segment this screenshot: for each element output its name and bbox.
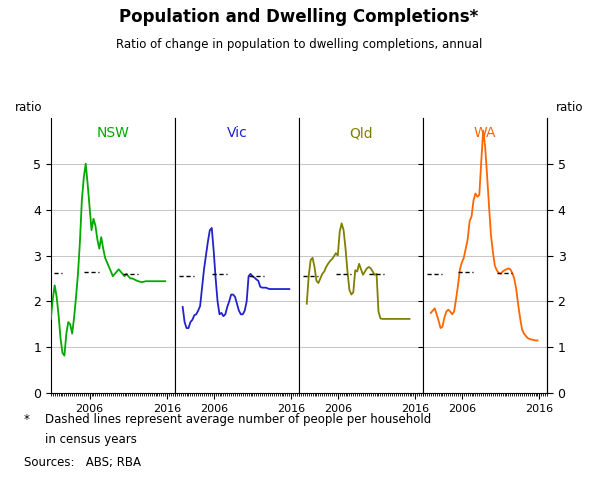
Text: ratio: ratio [556, 101, 583, 114]
Text: WA: WA [474, 126, 496, 140]
Text: in census years: in census years [45, 433, 137, 446]
Text: Sources:   ABS; RBA: Sources: ABS; RBA [24, 456, 141, 469]
Text: Qld: Qld [349, 126, 373, 140]
Text: *: * [24, 413, 30, 426]
Text: Ratio of change in population to dwelling completions, annual: Ratio of change in population to dwellin… [116, 38, 482, 51]
Text: NSW: NSW [96, 126, 129, 140]
Text: ratio: ratio [15, 101, 42, 114]
Text: Population and Dwelling Completions*: Population and Dwelling Completions* [120, 8, 478, 26]
Text: Vic: Vic [227, 126, 248, 140]
Text: Dashed lines represent average number of people per household: Dashed lines represent average number of… [45, 413, 431, 426]
